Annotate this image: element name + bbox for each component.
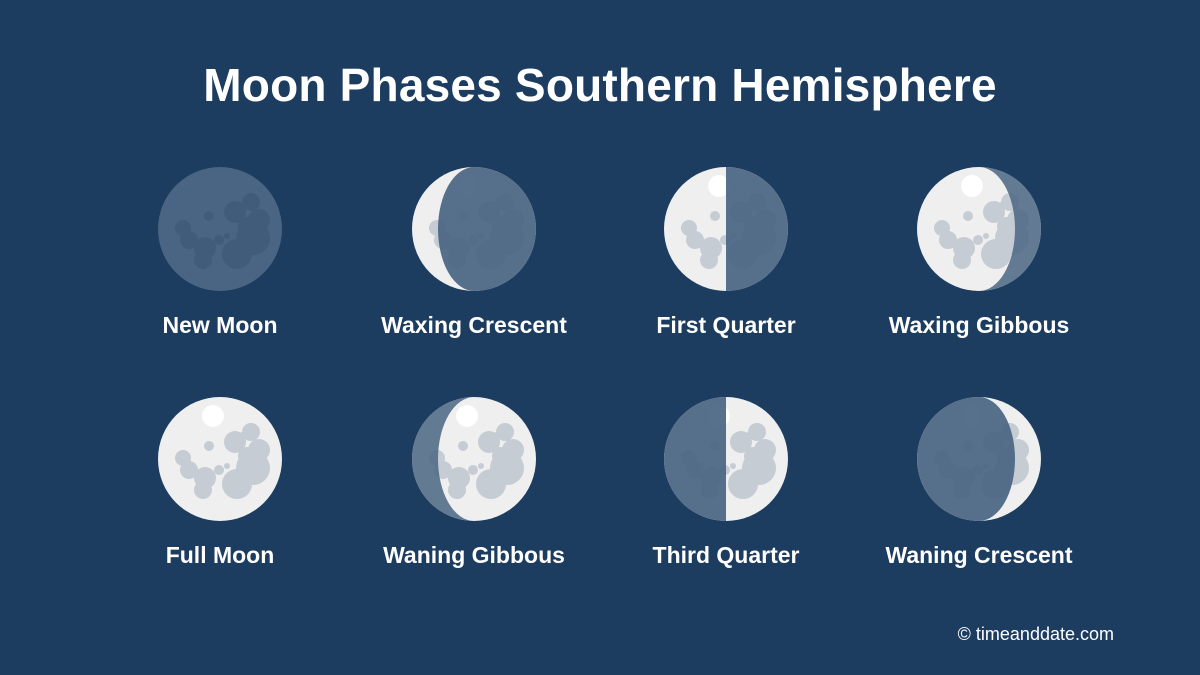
page-title: Moon Phases Southern Hemisphere bbox=[203, 59, 997, 111]
full-moon-icon bbox=[158, 397, 282, 521]
phase-label: Waxing Crescent bbox=[381, 312, 567, 338]
waning-gibbous-icon bbox=[412, 397, 536, 521]
first-quarter-icon bbox=[664, 167, 788, 291]
phase-full-moon: Full Moon bbox=[100, 396, 340, 569]
waxing-gibbous-icon bbox=[917, 167, 1041, 291]
phase-new-moon: New Moon bbox=[100, 166, 340, 339]
phase-label: New Moon bbox=[162, 312, 278, 338]
phase-label: First Quarter bbox=[656, 312, 796, 338]
phase-waning-crescent: Waning Crescent bbox=[859, 396, 1099, 569]
copyright-text: © timeanddate.com bbox=[957, 624, 1114, 644]
new-moon-icon bbox=[158, 167, 282, 291]
third-quarter-icon bbox=[664, 397, 788, 521]
waxing-crescent-icon bbox=[412, 167, 536, 291]
waning-crescent-icon bbox=[917, 397, 1041, 521]
phase-label: Waning Gibbous bbox=[383, 542, 565, 568]
phase-first-quarter: First Quarter bbox=[606, 166, 846, 339]
phase-waxing-gibbous: Waxing Gibbous bbox=[859, 166, 1099, 339]
phase-label: Waning Crescent bbox=[885, 542, 1073, 568]
phase-third-quarter: Third Quarter bbox=[606, 396, 846, 569]
phase-label: Third Quarter bbox=[652, 542, 800, 568]
phase-label: Full Moon bbox=[165, 542, 275, 568]
phase-label: Waxing Gibbous bbox=[888, 312, 1070, 338]
phase-waxing-crescent: Waxing Crescent bbox=[354, 166, 594, 339]
phase-waning-gibbous: Waning Gibbous bbox=[354, 396, 594, 569]
